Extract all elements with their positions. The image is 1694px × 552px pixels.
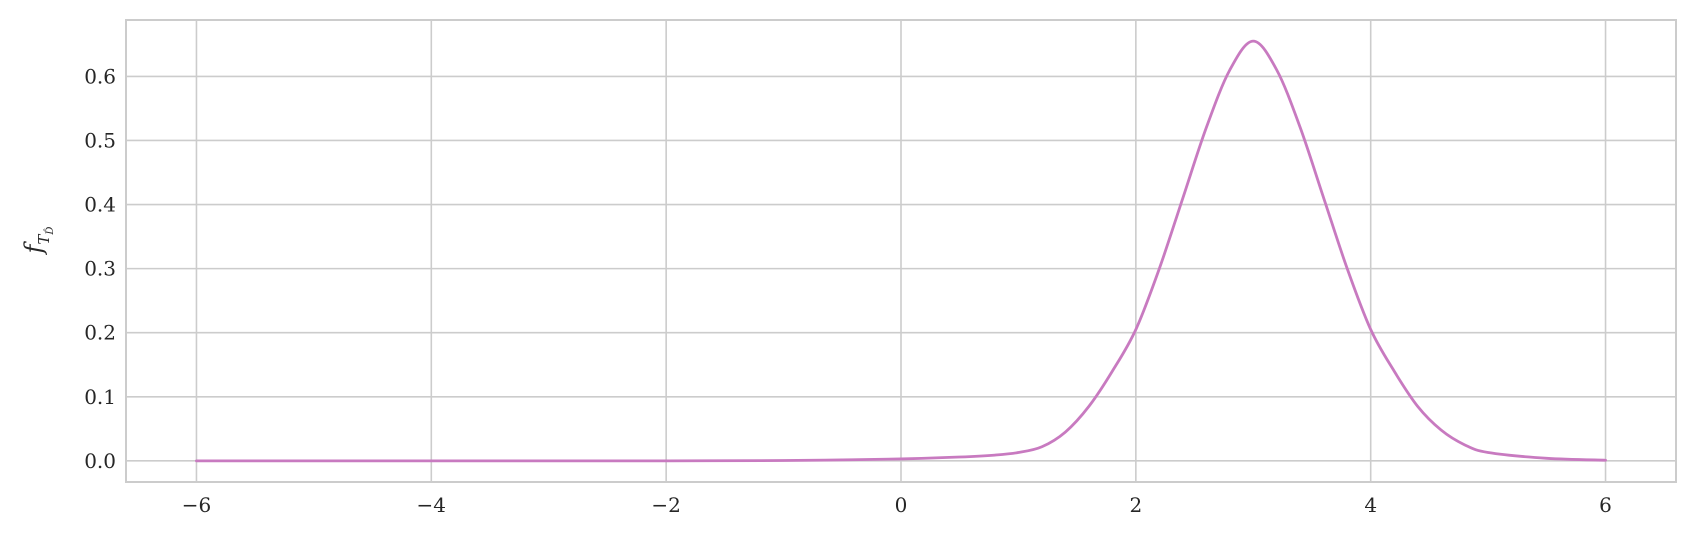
x-tick-label: −6 — [182, 493, 211, 517]
y-label-sub-subscript: D̂ — [44, 227, 56, 236]
x-tick-label: 6 — [1599, 493, 1612, 517]
y-tick-label: 0.0 — [84, 449, 116, 473]
x-tick-labels: −6 −4 −2 0 2 4 6 — [182, 493, 1612, 517]
y-label-subscript: T — [35, 234, 53, 245]
x-tick-label: −4 — [417, 493, 446, 517]
y-tick-label: 0.1 — [84, 385, 116, 409]
series-layer — [195, 39, 1607, 463]
y-tick-label: 0.5 — [84, 128, 116, 152]
y-tick-label: 0.4 — [84, 193, 116, 217]
x-tick-label: −2 — [651, 493, 680, 517]
svg-text:fTD̂: fTD̂ — [20, 227, 56, 256]
x-tick-label: 2 — [1129, 493, 1142, 517]
x-tick-label: 0 — [895, 493, 908, 517]
y-tick-label: 0.3 — [84, 257, 116, 281]
y-tick-label: 0.6 — [84, 64, 116, 88]
x-tick-label: 4 — [1364, 493, 1377, 517]
grid-layer — [126, 20, 1676, 482]
y-axis-label: fTD̂ — [20, 227, 56, 256]
density-line-0 — [195, 39, 1607, 463]
plot-frame — [125, 19, 1677, 483]
y-tick-label: 0.2 — [84, 321, 116, 345]
y-tick-labels: 0.0 0.1 0.2 0.3 0.4 0.5 0.6 — [84, 64, 116, 472]
